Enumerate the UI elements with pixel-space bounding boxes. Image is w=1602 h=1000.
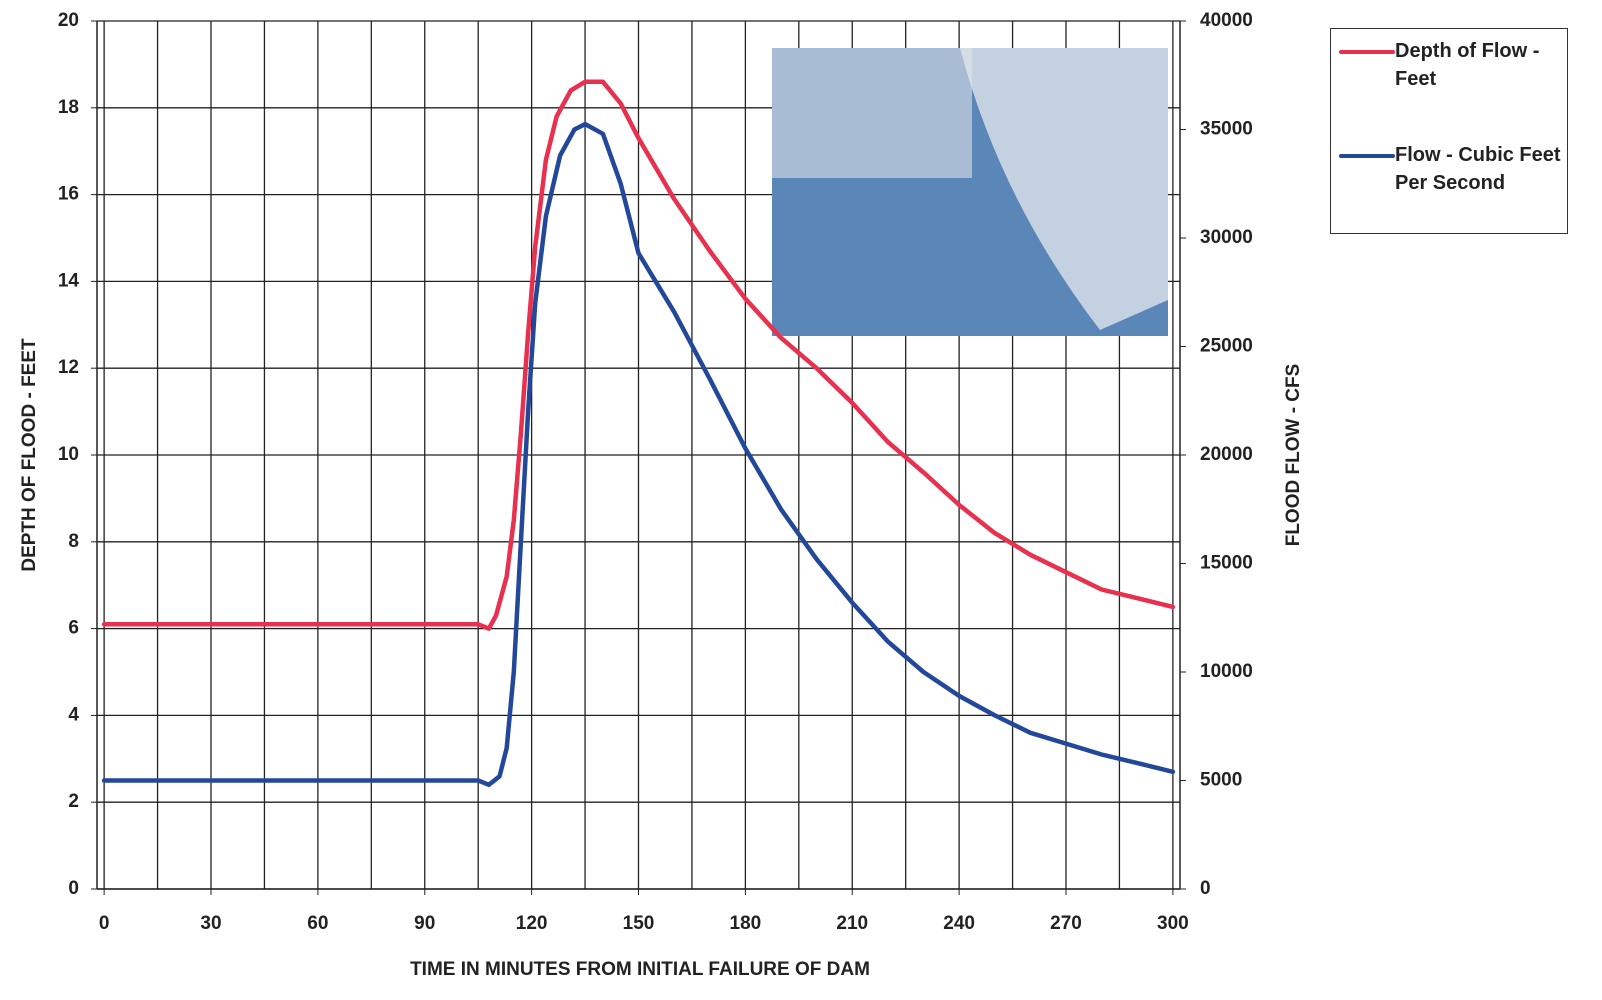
- x-tick-label: 60: [307, 913, 328, 934]
- y-tick-label: 16: [58, 184, 79, 205]
- x-axis-label: TIME IN MINUTES FROM INITIAL FAILURE OF …: [410, 959, 870, 980]
- x-tick-label: 180: [730, 913, 762, 934]
- x-tick-label: 0: [99, 913, 110, 934]
- x-tick-label: 210: [836, 913, 868, 934]
- y2-tick-label: 25000: [1200, 336, 1253, 357]
- photo-inset-detail: [772, 48, 972, 178]
- y-tick-label: 12: [58, 357, 79, 378]
- y2-tick-label: 40000: [1200, 10, 1253, 31]
- y-tick-label: 4: [68, 704, 79, 725]
- y2-tick-label: 30000: [1200, 227, 1253, 248]
- x-tick-label: 90: [414, 913, 435, 934]
- y2-tick-label: 35000: [1200, 119, 1253, 140]
- data-line: [101, 79, 1176, 631]
- legend-label: Flow - Cubic Feet Per Second: [1395, 144, 1561, 194]
- data-line: [101, 121, 1176, 788]
- x-tick-label: 150: [623, 913, 655, 934]
- y-tick-label: 8: [68, 531, 79, 552]
- y-tick-label: 10: [58, 444, 79, 465]
- y2-tick-label: 10000: [1200, 661, 1253, 682]
- y-tick-label: 20: [58, 10, 79, 31]
- y-tick-label: 2: [68, 791, 79, 812]
- y-tick-label: 18: [58, 97, 79, 118]
- legend-label: Depth of Flow - Feet: [1395, 40, 1540, 90]
- y-axis-label: DEPTH OF FLOOD - FEET: [19, 338, 40, 572]
- x-tick-label: 30: [200, 913, 221, 934]
- y-tick-label: 0: [68, 878, 79, 899]
- x-tick-label: 240: [943, 913, 975, 934]
- x-tick-label: 120: [516, 913, 548, 934]
- legend: Depth of Flow - Feet Flow - Cubic Feet P…: [1330, 28, 1568, 234]
- y2-tick-label: 5000: [1200, 770, 1242, 791]
- y2-tick-label: 20000: [1200, 444, 1253, 465]
- x-tick-label: 300: [1157, 913, 1189, 934]
- legend-swatch: [1339, 50, 1395, 54]
- y2-tick-label: 15000: [1200, 553, 1253, 574]
- photo-inset-detail: [960, 48, 1168, 330]
- y2-tick-label: 0: [1200, 878, 1211, 899]
- x-tick-label: 270: [1050, 913, 1082, 934]
- y-tick-label: 6: [68, 618, 79, 639]
- y2-axis-label: FLOOD FLOW - CFS: [1283, 364, 1304, 547]
- legend-swatch: [1339, 154, 1395, 158]
- y-tick-label: 14: [58, 270, 80, 291]
